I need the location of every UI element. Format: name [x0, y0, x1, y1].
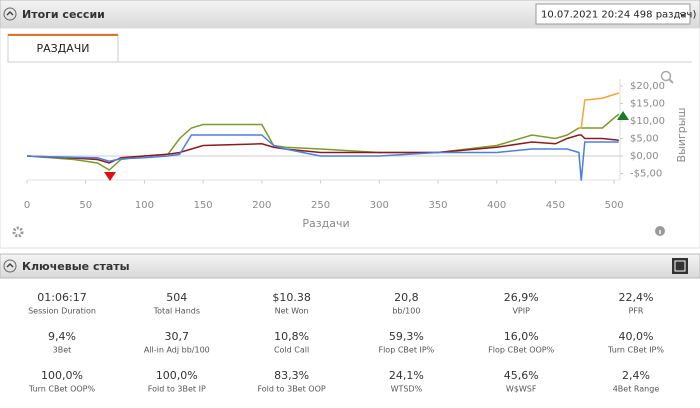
max-marker — [617, 111, 629, 120]
header-title: Итоги сессии — [22, 8, 105, 21]
stat-label: bb/100 — [392, 307, 420, 316]
x-tick-label: 350 — [428, 200, 447, 211]
stat-value: 40,0% — [619, 330, 654, 343]
stat-value: 01:06:17 — [37, 291, 86, 304]
stat-value: 45,6% — [504, 369, 539, 382]
stat-value: 10,8% — [274, 330, 309, 343]
stat-value: 100,0% — [156, 369, 198, 382]
stat-value: 504 — [166, 291, 187, 304]
stat-label: 3Bet — [53, 346, 72, 355]
stat-value: 16,0% — [504, 330, 539, 343]
session-select: 10.07.2021 20:24 498 раздач) — [541, 10, 696, 21]
stat-label: All-in Adj bb/100 — [144, 346, 210, 355]
caret — [6, 262, 14, 268]
plot: 0 50 100 150 200 250 300 350 400 450 500 -$5,00 $0,0… — [24, 81, 665, 211]
y-tick-label: -$5,00 — [630, 169, 662, 180]
session-dropdown[interactable] — [535, 3, 691, 25]
stat-label: Turn CBet IP% — [607, 346, 664, 355]
stat-value: 100,0% — [41, 369, 83, 382]
stats-title: Ключевые статы — [22, 260, 130, 273]
stat-value: 26,9% — [504, 291, 539, 304]
stat-label: Session Duration — [28, 307, 96, 316]
x-tick-label: 300 — [370, 200, 389, 211]
series-line — [26, 113, 620, 171]
stat-value: $10.38 — [272, 291, 311, 304]
info-glyph — [659, 230, 661, 234]
tab-label: РАЗДАЧИ — [36, 42, 89, 55]
dropdown-arrow — [679, 12, 687, 17]
x-tick-label: 400 — [487, 200, 506, 211]
stat-label: PFR — [629, 307, 644, 316]
stat-label: 4Bet Range — [613, 385, 660, 394]
stat-value: 24,1% — [389, 369, 424, 382]
y-tick-label: $0,00 — [630, 151, 659, 162]
y-axis-label: Выигрыш — [675, 108, 688, 163]
x-tick-label: 200 — [252, 200, 271, 211]
y-tick-label: $20,00 — [630, 81, 665, 92]
stat-label: Fold to 3Bet OOP — [257, 385, 325, 394]
zoom-icon[interactable] — [660, 70, 672, 82]
layout-glyph — [674, 260, 686, 272]
tab-accent — [8, 34, 118, 36]
min-marker — [104, 172, 116, 181]
y-tick-label: $10,00 — [630, 116, 665, 127]
stat-label: Flop CBet IP% — [378, 346, 434, 355]
stat-label: WTSD% — [391, 385, 423, 394]
stat-label: Turn CBet OOP% — [28, 385, 96, 394]
caret — [6, 10, 14, 16]
stat-value: 83,3% — [274, 369, 309, 382]
stats-header — [0, 253, 700, 279]
x-tick-label: 250 — [311, 200, 330, 211]
x-tick-label: 50 — [79, 200, 92, 211]
x-tick-label: 150 — [194, 200, 213, 211]
stat-label: Fold to 3Bet IP — [148, 385, 206, 394]
stat-value: 59,3% — [389, 330, 424, 343]
stat-label: Net Won — [275, 307, 309, 316]
stat-label: Cold Call — [274, 346, 309, 355]
y-tick-label: $5,00 — [630, 134, 659, 145]
stat-value: 2,4% — [622, 369, 650, 382]
x-tick-label: 450 — [546, 200, 565, 211]
y-tick-label: $15,00 — [630, 99, 665, 110]
stat-label: W$WSF — [506, 385, 537, 394]
stat-value: 9,4% — [48, 330, 76, 343]
series-line — [26, 134, 619, 164]
stat-label: VPIP — [512, 307, 530, 316]
stats-collapse[interactable] — [3, 259, 17, 273]
x-axis-label: Раздачи — [302, 217, 349, 230]
settings-icon[interactable] — [12, 226, 24, 238]
stats-grid: 01:06:17 Session Duration 504 Total Hands $1… — [28, 291, 664, 394]
stat-value: 30,7 — [165, 330, 190, 343]
series-line — [578, 92, 620, 129]
layout-button[interactable] — [672, 258, 688, 274]
stat-value: 22,4% — [619, 291, 654, 304]
stat-value: 20,8 — [394, 291, 419, 304]
x-tick-label: 0 — [24, 200, 30, 211]
series-line — [26, 134, 619, 181]
stat-label: Total Hands — [153, 307, 200, 316]
zoom-handle — [668, 78, 674, 84]
collapse-icon[interactable] — [3, 7, 17, 21]
stat-label: Flop CBet OOP% — [488, 346, 554, 355]
x-tick-label: 500 — [605, 200, 624, 211]
x-tick-label: 100 — [135, 200, 154, 211]
